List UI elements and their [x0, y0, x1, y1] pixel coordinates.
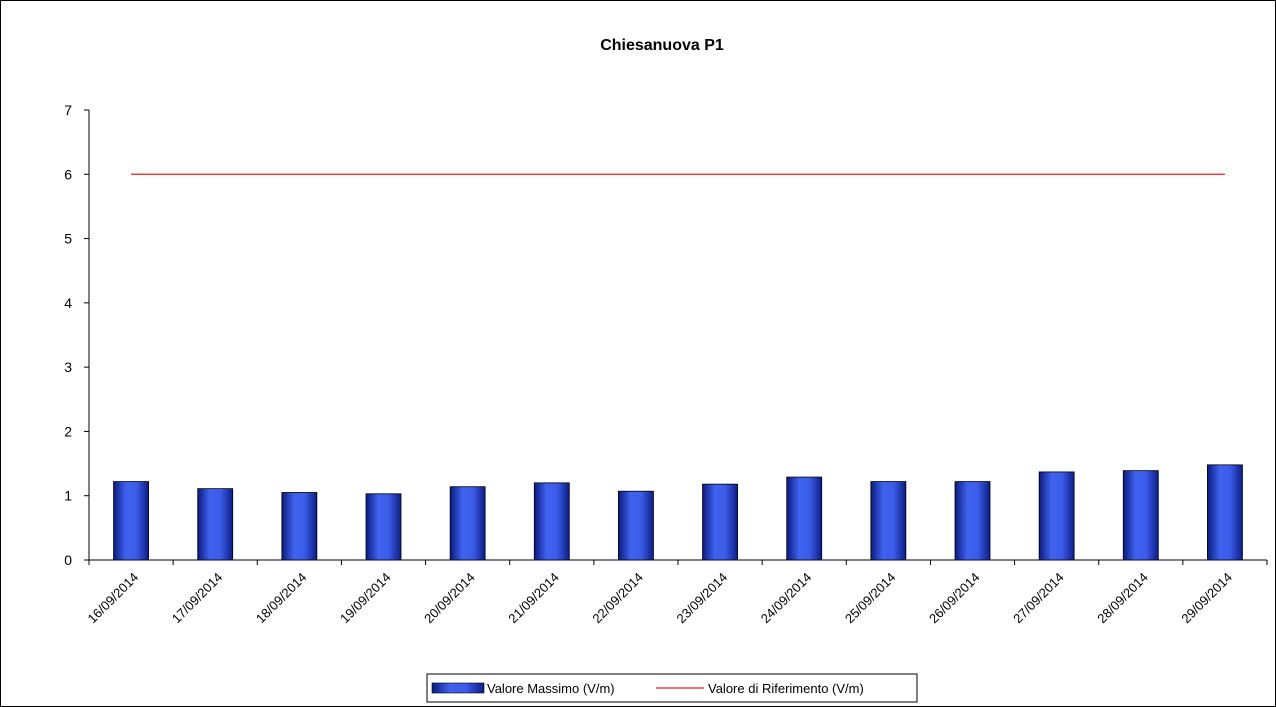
- bar: [702, 483, 738, 561]
- y-axis: 0 1 2 3 4 5 6 7: [64, 102, 90, 568]
- y-tick-label: 5: [64, 231, 72, 247]
- bar: [281, 492, 318, 561]
- bar: [786, 476, 823, 561]
- bar: [1122, 470, 1159, 561]
- bar: [1207, 464, 1243, 561]
- bar: [1038, 471, 1075, 561]
- y-tick-label: 1: [64, 488, 72, 504]
- bar: [113, 481, 149, 561]
- bar: [449, 486, 486, 561]
- y-tick-label: 2: [64, 423, 72, 439]
- legend-line-label: Valore di Riferimento (V/m): [708, 681, 864, 696]
- legend-bar-swatch: [431, 682, 485, 694]
- bar: [870, 481, 907, 561]
- y-tick-label: 3: [64, 359, 72, 375]
- y-tick-label: 7: [64, 102, 72, 118]
- legend: Valore Massimo (V/m) Valore di Riferimen…: [426, 673, 918, 703]
- chart-title: Chiesanuova P1: [600, 37, 724, 54]
- bar-series: [113, 464, 1243, 561]
- y-tick-label: 6: [64, 166, 72, 182]
- bar: [618, 490, 654, 561]
- bar: [365, 493, 402, 561]
- bar: [533, 482, 570, 561]
- y-tick-label: 4: [64, 295, 72, 311]
- legend-bar-label: Valore Massimo (V/m): [487, 681, 615, 696]
- bar: [197, 488, 234, 561]
- y-tick-label: 0: [64, 552, 72, 568]
- bar: [954, 481, 991, 561]
